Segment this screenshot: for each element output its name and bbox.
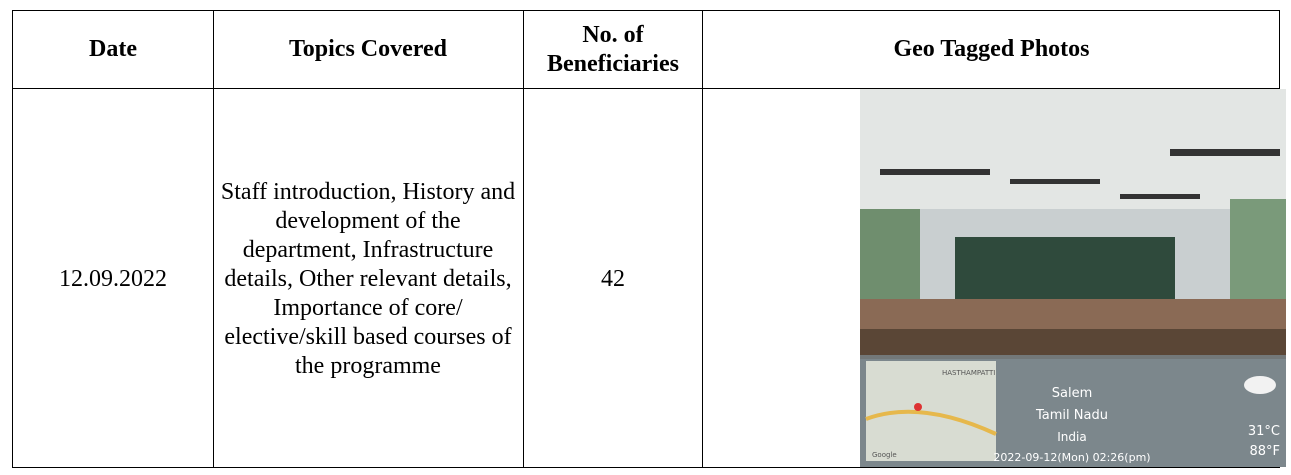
map-brand: Google: [872, 451, 897, 459]
country: India: [1057, 430, 1086, 444]
header-cell: Topics Covered: [288, 36, 447, 62]
map-label: HASTHAMPATTI: [942, 369, 995, 377]
light: [880, 169, 990, 175]
temp-c: 31°C: [1248, 424, 1280, 439]
city: Salem: [1052, 386, 1093, 401]
header-cell: Geo Tagged Photos: [893, 36, 1090, 62]
desks: [860, 329, 1286, 355]
header-cell: No. of Beneficiaries: [547, 21, 679, 77]
beneficiaries-cell: 42: [601, 265, 625, 292]
table: Date Topics Covered No. of Beneficiaries…: [12, 10, 1280, 468]
map-road: [865, 409, 997, 436]
timestamp: 2022-09-12(Mon) 02:26(pm): [993, 451, 1150, 464]
weather-icon: [1244, 376, 1276, 394]
topics-cell: Staff introduction, History and developm…: [220, 178, 516, 379]
blackboard: [955, 237, 1175, 302]
map: [866, 361, 996, 461]
temp-f: 88°F: [1249, 444, 1280, 459]
light: [1170, 149, 1280, 156]
state: Tamil Nadu: [1035, 408, 1108, 423]
map-pin: [914, 403, 922, 411]
light: [1120, 194, 1200, 199]
column-divider: [213, 11, 214, 467]
column-divider: [702, 11, 703, 467]
light: [1010, 179, 1100, 184]
header-cell: Date: [89, 36, 137, 62]
geo-tagged-photo: HASTHAMPATTI Google Salem Tamil Nadu Ind…: [860, 89, 1286, 467]
row-divider: [13, 88, 1279, 89]
column-divider: [523, 11, 524, 467]
date-cell: 12.09.2022: [59, 265, 167, 292]
